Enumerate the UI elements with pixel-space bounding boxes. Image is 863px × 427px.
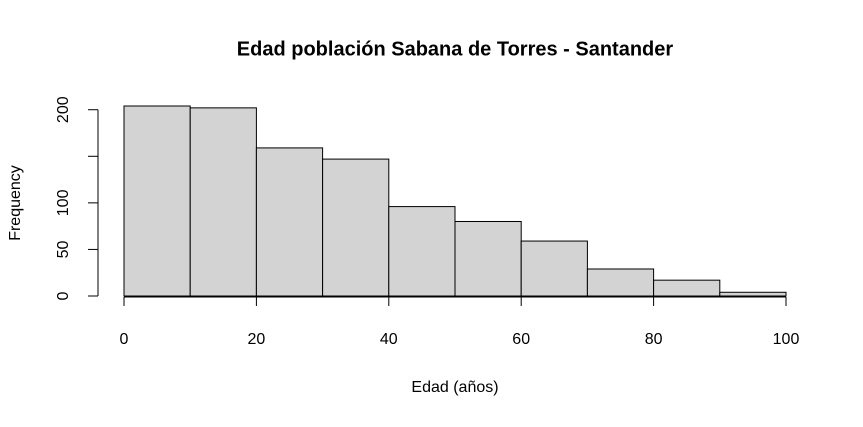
bar (719, 291, 787, 297)
y-tick-label: 100 (55, 189, 72, 216)
x-tick-label: 0 (120, 331, 129, 348)
chart-title: Edad población Sabana de Torres - Santan… (237, 38, 674, 60)
x-tick-label: 60 (512, 331, 530, 348)
x-tick-label: 40 (380, 331, 398, 348)
bar (189, 107, 257, 297)
x-tick-label: 80 (645, 331, 663, 348)
bar (454, 220, 522, 297)
bar (123, 105, 191, 297)
x-tick-label: 100 (773, 331, 800, 348)
bar (586, 268, 655, 297)
y-tick-label: 200 (55, 96, 72, 123)
y-axis-label: Frequency (7, 165, 24, 241)
x-tick-label: 20 (248, 331, 266, 348)
bar (653, 279, 721, 297)
bar (255, 147, 324, 297)
y-tick-label: 0 (55, 291, 72, 300)
y-tick-label: 50 (55, 240, 72, 258)
x-axis-label: Edad (años) (411, 379, 498, 396)
bar (322, 158, 390, 297)
bar (520, 240, 588, 297)
bar (388, 206, 456, 297)
